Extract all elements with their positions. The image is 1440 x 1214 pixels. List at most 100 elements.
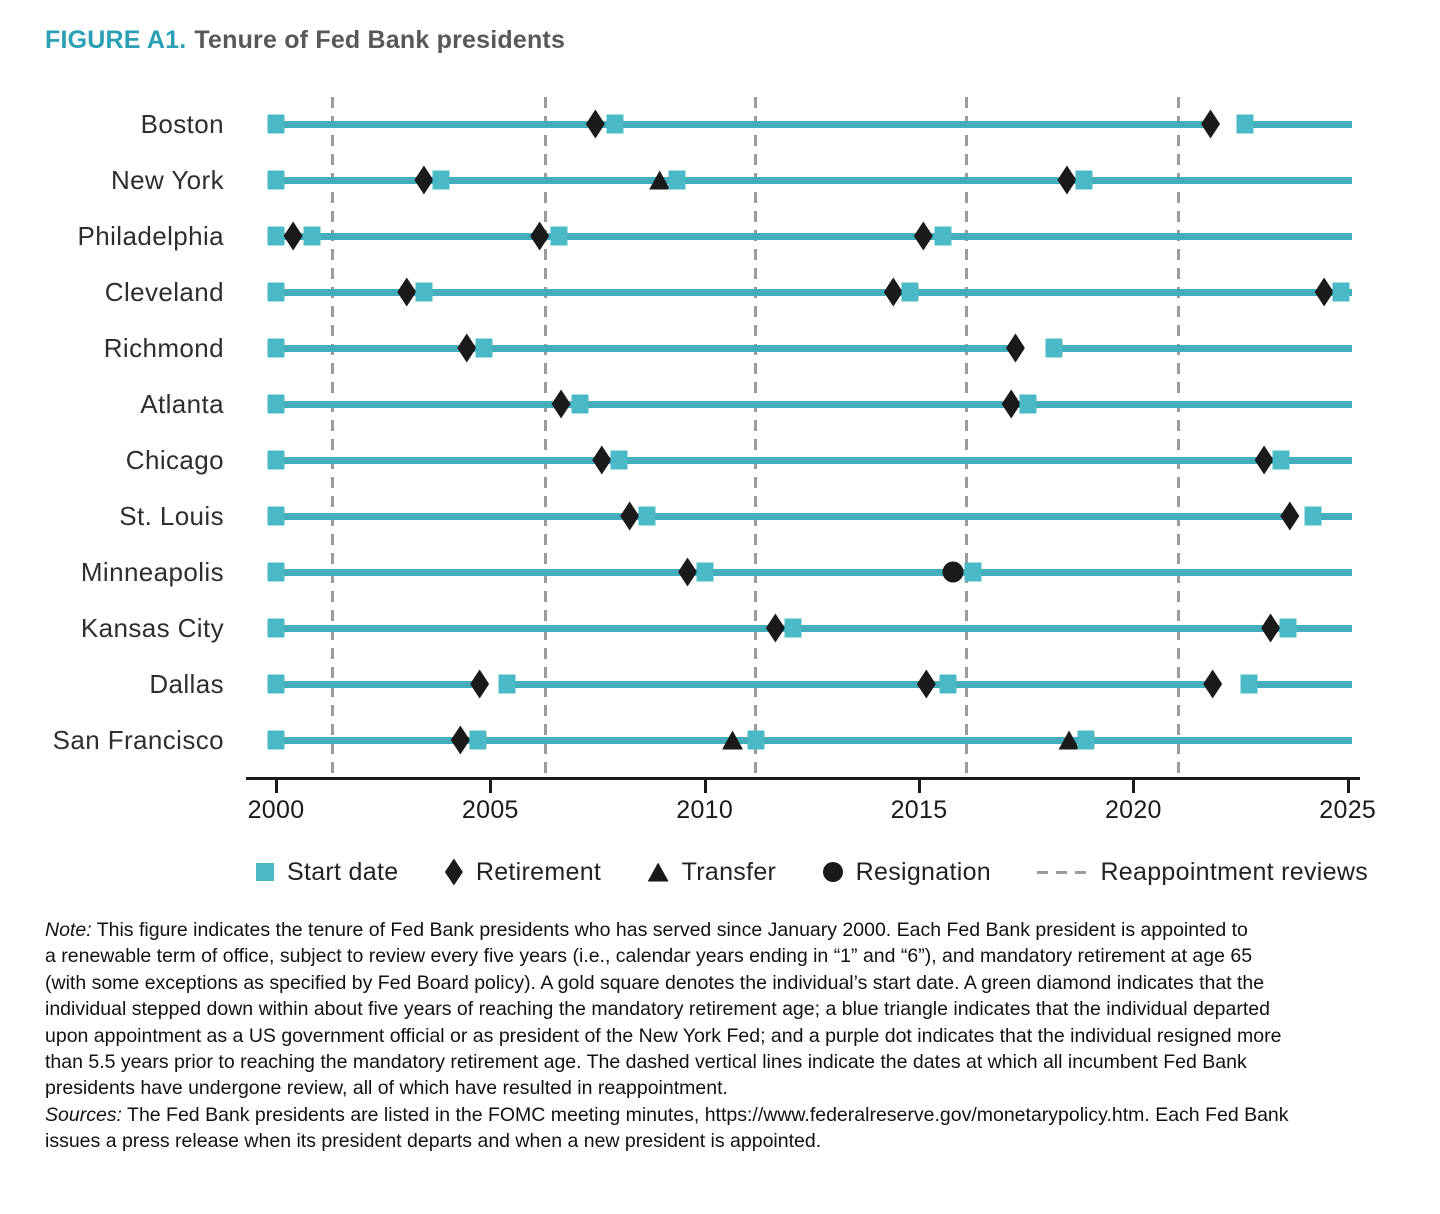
- start-date-marker: [696, 562, 714, 582]
- tenure-row: [267, 320, 1352, 376]
- tenure-line: [276, 568, 1352, 576]
- tenure-line: [276, 680, 484, 688]
- start-date-marker: [1240, 674, 1258, 694]
- start-date-marker: [267, 618, 285, 638]
- tenure-row: [267, 656, 1352, 712]
- tenure-line: [276, 736, 1352, 744]
- start-date-marker: [267, 506, 285, 526]
- start-date-marker: [267, 114, 285, 134]
- start-date-marker: [964, 562, 982, 582]
- legend-item: Start date: [256, 858, 398, 887]
- start-date-marker: [571, 394, 589, 414]
- start-date-marker: [1279, 618, 1297, 638]
- start-date-marker: [267, 226, 285, 246]
- retirement-marker: [457, 333, 477, 363]
- row-label: St. Louis: [119, 501, 224, 531]
- start-date-marker: [939, 674, 957, 694]
- x-axis-tick: [1346, 780, 1350, 793]
- tenure-line: [1309, 512, 1352, 520]
- start-date-marker: [469, 730, 487, 750]
- x-axis: 2000 2005 2010 2015 2020 2025: [248, 780, 1376, 830]
- sources-label: Sources:: [45, 1103, 122, 1126]
- tenure-line: [503, 680, 1215, 688]
- tenure-row: [267, 432, 1352, 488]
- legend-square-icon: [256, 863, 274, 881]
- retirement-marker: [397, 277, 417, 307]
- start-date-marker: [303, 226, 321, 246]
- x-axis-tick-label: 2005: [461, 796, 519, 824]
- start-date-marker: [267, 338, 285, 358]
- tenure-row: [267, 376, 1352, 432]
- row-label: Richmond: [103, 333, 224, 363]
- reappointment-review-line: [965, 97, 969, 779]
- retirement-marker: [450, 725, 470, 755]
- start-date-marker: [668, 170, 686, 190]
- retirement-marker: [1057, 165, 1077, 195]
- resignation-marker: [942, 561, 964, 583]
- legend-item: Transfer: [647, 857, 777, 887]
- legend-item: Resignation: [822, 858, 991, 887]
- retirement-marker: [1254, 445, 1274, 475]
- figure-notes: Note: This figure indicates the tenure o…: [45, 917, 1405, 1155]
- tenure-line: [276, 456, 1352, 464]
- tenure-line: [276, 232, 1352, 240]
- start-date-marker: [1019, 394, 1037, 414]
- note-label: Note:: [45, 919, 92, 941]
- legend-item: Retirement: [444, 857, 602, 887]
- start-date-marker: [747, 730, 765, 750]
- reappointment-review-line: [330, 97, 334, 779]
- note-text: This figure indicates the tenure of Fed …: [45, 919, 1282, 1100]
- x-axis-tick: [1132, 780, 1136, 793]
- retirement-marker: [678, 557, 698, 587]
- retirement-marker: [913, 221, 933, 251]
- retirement-marker: [283, 221, 303, 251]
- retirement-marker: [470, 669, 490, 699]
- start-date-marker: [1236, 114, 1254, 134]
- tenure-line: [276, 624, 1352, 632]
- tenure-line: [276, 288, 1352, 296]
- start-date-marker: [610, 450, 628, 470]
- row-label: Philadelphia: [77, 221, 224, 251]
- sources-text: The Fed Bank presidents are listed in th…: [45, 1103, 1289, 1153]
- x-axis-tick-label: 2015: [890, 796, 948, 824]
- legend-item: Reappointment reviews: [1037, 858, 1368, 887]
- retirement-marker: [1005, 333, 1025, 363]
- start-date-marker: [1272, 450, 1290, 470]
- row-label: Boston: [140, 109, 224, 139]
- tenure-row: [267, 152, 1352, 208]
- tenure-row: [267, 544, 1352, 600]
- tenure-line: [276, 512, 1295, 520]
- tenure-line: [276, 176, 1352, 184]
- tenure-line: [276, 120, 1213, 128]
- row-label: San Francisco: [52, 725, 224, 755]
- start-date-marker: [901, 282, 919, 302]
- page-title: FIGURE A1. Tenure of Fed Bank presidents: [45, 26, 565, 55]
- legend-diamond-icon: [444, 858, 463, 886]
- tenure-line: [1244, 680, 1352, 688]
- start-date-marker: [267, 282, 285, 302]
- start-date-marker: [267, 562, 285, 582]
- retirement-marker: [1261, 613, 1281, 643]
- x-axis-tick: [489, 780, 493, 793]
- legend-label: Retirement: [475, 857, 602, 886]
- reappointment-review-line: [1177, 97, 1181, 779]
- tenure-chart: [267, 96, 1352, 779]
- start-date-marker: [267, 170, 285, 190]
- retirement-marker: [1203, 669, 1223, 699]
- start-date-marker: [784, 618, 802, 638]
- row-label: Minneapolis: [80, 557, 224, 587]
- start-date-marker: [432, 170, 450, 190]
- row-label: Atlanta: [140, 389, 224, 419]
- row-label: Dallas: [149, 669, 224, 699]
- tenure-row: [267, 96, 1352, 152]
- start-date-marker: [638, 506, 656, 526]
- retirement-marker: [883, 277, 903, 307]
- legend-label: Transfer: [681, 857, 777, 886]
- retirement-marker: [1001, 389, 1021, 419]
- start-date-marker: [415, 282, 433, 302]
- retirement-marker: [592, 445, 612, 475]
- retirement-marker: [414, 165, 434, 195]
- retirement-marker: [620, 501, 640, 531]
- tenure-row: [267, 712, 1352, 768]
- retirement-marker: [585, 109, 605, 139]
